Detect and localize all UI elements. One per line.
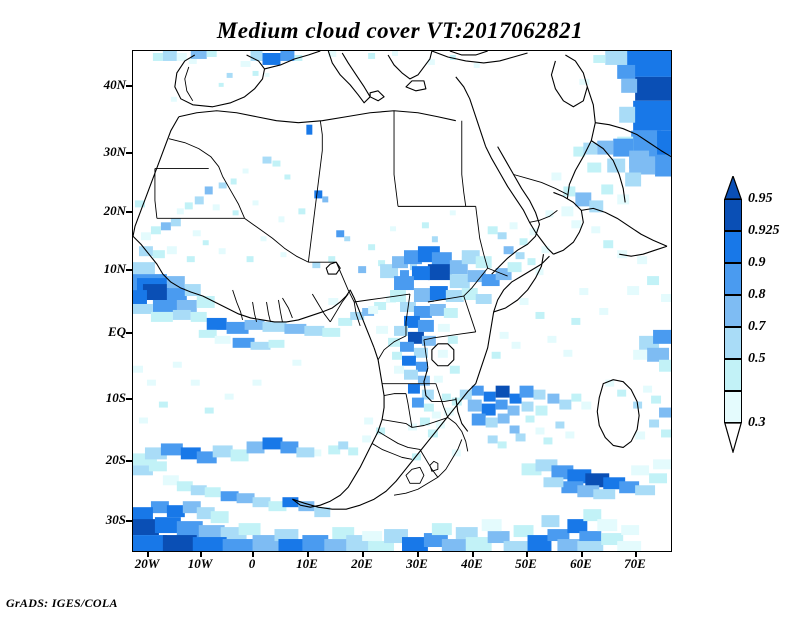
y-tick-40n: 40N [103,77,126,92]
cloud-patch-gulf-of-guinea [133,262,397,350]
cloud-patch-sw-indian-ocean [521,459,671,500]
cloud-patch-northeast [579,51,671,177]
colorbar-label-0-5: 0.5 [748,351,766,366]
y-axis-labels: 40N 30N 20N 10N EQ 10S 20S 30S [88,50,126,552]
map-canvas [133,51,671,551]
cloud-patch-indian-ocean-east [491,226,671,372]
cloud-patch-southern-ocean-band [384,509,642,551]
cloud-patch-iberia [152,51,303,102]
cloud-patch-arabia [487,222,550,276]
colorbar-segment-0950-plus [724,199,742,231]
colorbar-label-0-7: 0.7 [748,319,766,334]
colorbar-label-0-3: 0.3 [748,415,766,430]
cloud-patch-pakistan [545,138,650,229]
x-tick-10w: 10W [187,556,213,571]
cloud-patch-sahara [140,124,456,251]
colorbar-segment-0500-0700 [724,359,742,391]
x-tick-20w: 20W [134,556,160,571]
cloud-patch-atlantic-mid [133,200,302,424]
colorbar-segment-0925-0950 [724,231,742,263]
y-tick-10s: 10S [105,390,126,405]
x-tick-40e: 40E [461,556,483,571]
cloud-patch-mediterranean [328,51,480,68]
y-tick-30n: 30N [103,144,126,159]
y-tick-20s: 20S [105,452,126,467]
cloud-patch-east-africa [368,246,522,431]
x-tick-70e: 70E [624,556,646,571]
x-tick-10e: 10E [296,556,318,571]
colorbar-label-0-925: 0.925 [748,223,780,238]
colorbar-segment-0300-0500 [724,391,742,423]
y-tick-10n: 10N [103,261,126,276]
country-border-layer [154,66,568,496]
colorbar-label-0-9: 0.9 [748,255,766,270]
colorbar-segment-0900-0925 [724,263,742,295]
colorbar-bottom-arrow [724,423,742,453]
coastline-layer [133,51,671,510]
colorbar-label-0-8: 0.8 [748,287,766,302]
x-tick-50e: 50E [515,556,537,571]
page-title: Medium cloud cover VT:2017062821 [216,18,584,43]
x-tick-0: 0 [248,556,256,571]
x-tick-20e: 20E [351,556,373,571]
colorbar [724,176,742,453]
software-credit: GrADS: IGES/COLA [6,596,118,610]
y-tick-20n: 20N [103,203,126,218]
colorbar-top-arrow [724,176,742,200]
x-axis-labels: 20W 10W 0 10E 20E 30E 40E 50E 60E 70E [132,556,672,576]
colorbar-segment-0700-0800 [724,327,742,359]
colorbar-segment-0800-0900 [724,295,742,327]
cloud-patch-south-atlantic-front [133,437,395,551]
cloud-field-layer [133,51,671,551]
colorbar-label-0-95: 0.95 [748,191,773,206]
x-tick-60e: 60E [570,556,592,571]
y-tick-30s: 30S [105,512,126,527]
map-plot-area [132,50,672,552]
y-tick-eq: EQ [107,324,126,339]
x-tick-30e: 30E [406,556,428,571]
